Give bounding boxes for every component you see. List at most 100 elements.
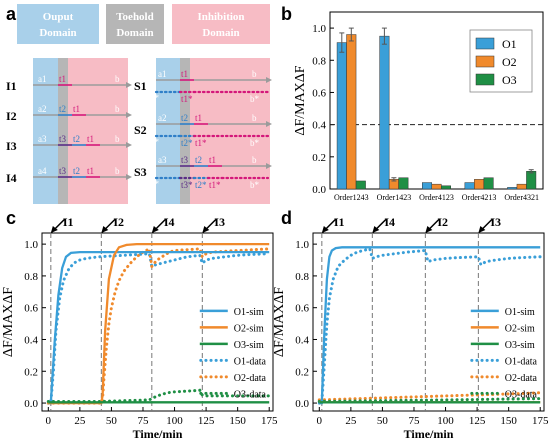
y-tick-label-b: 0.6 xyxy=(312,87,326,99)
legend-label-O2: O2 xyxy=(502,55,517,69)
complex-top-b: b xyxy=(252,113,257,123)
legend-label: O2-sim xyxy=(234,323,264,334)
complex-name: S2 xyxy=(134,123,147,137)
input-label: I4 xyxy=(384,215,395,229)
y-tick-label: 0.8 xyxy=(295,271,309,283)
complex-top-arrow xyxy=(266,163,272,169)
y-tick-label-b: 1.0 xyxy=(312,23,326,35)
complex-bot-a: a2* xyxy=(146,137,159,147)
panel-label-b: b xyxy=(281,4,292,24)
strand-a-label: a1 xyxy=(38,74,47,84)
complex-name: S3 xyxy=(134,165,147,179)
strand-b-label: b xyxy=(115,104,120,114)
legend-label: O1-data xyxy=(505,356,538,367)
complex-name: S1 xyxy=(134,79,147,93)
header-line1-0: Ouput xyxy=(43,11,74,23)
header-line1-1: Toehold xyxy=(116,11,154,23)
y-tick-label: 0.2 xyxy=(295,366,309,378)
bar-O1 xyxy=(507,187,518,190)
strand-name: I2 xyxy=(6,109,17,123)
strand-b-label: b xyxy=(115,166,120,176)
plot-frame xyxy=(312,232,545,412)
header-line2-2: Domain xyxy=(202,27,239,39)
bar-O2 xyxy=(346,34,357,190)
x-tick-label-b: Order4123 xyxy=(419,193,454,202)
legend-label-O1: O1 xyxy=(502,37,517,51)
strand-toehold-label: t1 xyxy=(87,134,94,144)
legend-label: O2-data xyxy=(234,373,267,384)
x-tick-label-b: Order4213 xyxy=(462,193,497,202)
bar-O1 xyxy=(379,35,390,190)
left-toehold-col xyxy=(58,58,68,204)
x-tick-label-b: Order4321 xyxy=(504,193,539,202)
strand-a-label: a2 xyxy=(38,104,47,114)
panel-b-bar-chart: 0.0 0.2 0.4 0.6 0.8 1.0 ΔF/MAXΔF Order1243 Order… xyxy=(293,11,544,202)
y-tick-label-b: 0.0 xyxy=(312,184,326,196)
x-tick-label: 75 xyxy=(137,415,149,427)
input-label: I3 xyxy=(490,215,501,229)
x-tick-label: 150 xyxy=(500,415,517,427)
bar-O1 xyxy=(464,182,475,190)
input-arrowhead xyxy=(425,226,433,233)
x-tick-label: 0 xyxy=(46,415,52,427)
data-series-O3 xyxy=(317,397,542,403)
legend-label: O2-data xyxy=(505,373,538,384)
y-tick-label: 1.0 xyxy=(295,239,309,251)
complex-top-toehold-label: t1 xyxy=(195,113,202,123)
strand-toehold-label: t1 xyxy=(73,104,80,114)
y-tick-label: 0.4 xyxy=(24,334,38,346)
complex-top-a: a1 xyxy=(158,69,167,79)
strand-toehold-label: t2 xyxy=(73,134,80,144)
legend-label: O1-sim xyxy=(234,307,264,318)
header-box-0 xyxy=(17,4,99,44)
x-tick-label-b: Order1423 xyxy=(377,193,412,202)
panel-label-d: d xyxy=(281,208,292,228)
complex-bot-toehold-label: t2* xyxy=(195,180,207,190)
x-tick-label-b: Order1243 xyxy=(334,193,369,202)
legend-swatch-O3 xyxy=(475,73,495,86)
bar-O2 xyxy=(516,183,527,190)
strand-toehold-label: t3 xyxy=(59,166,67,176)
x-tick-label: 50 xyxy=(106,415,118,427)
y-tick-label: 0.0 xyxy=(24,398,38,410)
complex-top-toehold-label: t1 xyxy=(181,69,188,79)
strand-toehold-label: t2 xyxy=(73,166,80,176)
left-output-col xyxy=(33,58,58,204)
complex-bot-b: b* xyxy=(250,94,260,104)
strand-name: I1 xyxy=(6,79,17,93)
x-tick-label: 175 xyxy=(532,415,549,427)
sim-series-O1 xyxy=(48,250,270,405)
x-tick-label: 100 xyxy=(437,415,454,427)
left-inhibition-col xyxy=(68,58,128,204)
x-tick-label: 100 xyxy=(166,415,183,427)
complex-top-a: a3 xyxy=(158,155,167,165)
legend-label: O1-sim xyxy=(505,307,535,318)
input-arrowhead xyxy=(50,226,58,233)
legend-label: O1-data xyxy=(234,356,267,367)
y-tick-label: 0.4 xyxy=(295,334,309,346)
bar-O1 xyxy=(422,182,432,190)
x-tick-label: 125 xyxy=(469,415,486,427)
y-axis-label: ΔF/MAXΔF xyxy=(272,287,287,357)
strand-name: I4 xyxy=(6,171,17,185)
panel-c-kinetics-chart: 0.0 0.2 0.4 0.6 0.8 1.0 0 25 50 75 100 125 150 175 Tim… xyxy=(1,215,278,441)
header-line2-0: Domain xyxy=(39,27,76,39)
y-tick-label: 0.6 xyxy=(24,303,38,315)
input-arrowhead xyxy=(478,226,486,233)
x-tick-label: 25 xyxy=(74,415,86,427)
input-label: I2 xyxy=(113,215,124,229)
bar-O3 xyxy=(483,177,494,190)
complex-top-toehold-label: t3 xyxy=(181,155,189,165)
x-tick-label: 125 xyxy=(198,415,215,427)
legend-label: O2-sim xyxy=(505,323,535,334)
strand-name: I3 xyxy=(6,139,17,153)
header-box-1 xyxy=(106,4,164,44)
legend-label: O3-data xyxy=(234,389,267,400)
bar-O2 xyxy=(431,183,442,190)
input-arrowhead xyxy=(151,226,159,233)
complex-bot-a: a1* xyxy=(146,93,159,103)
bar-O3 xyxy=(441,185,451,190)
bar-O3 xyxy=(398,177,409,190)
strand-a-label: a3 xyxy=(38,134,47,144)
